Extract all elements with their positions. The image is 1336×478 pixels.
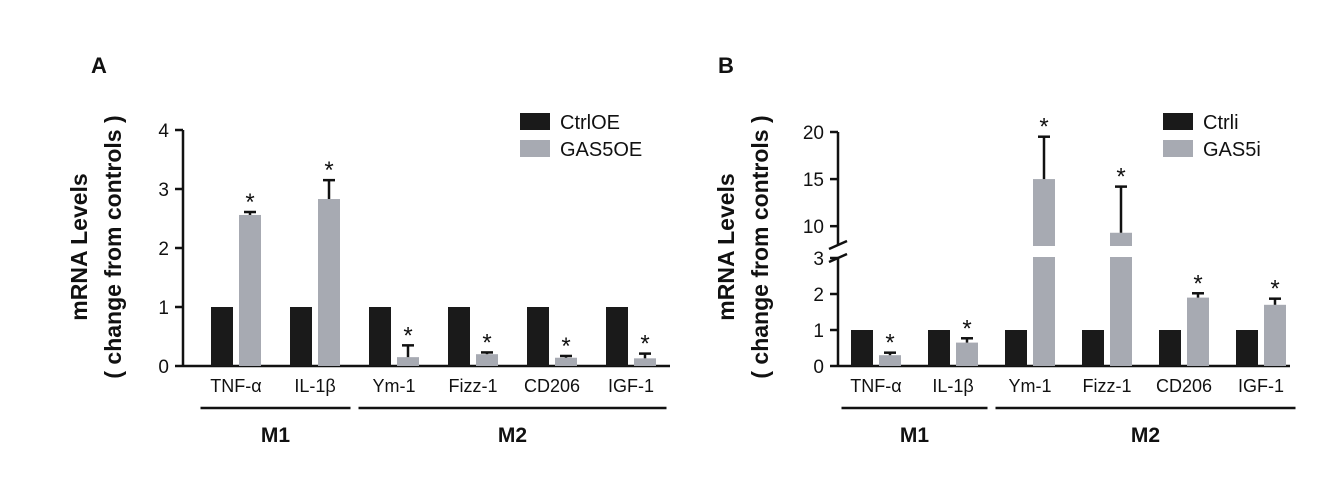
bar-CtrlOE: [527, 307, 549, 366]
bar-Ctrli: [1005, 330, 1027, 366]
significance-star: *: [962, 315, 971, 342]
legend-swatch: [520, 113, 550, 130]
category-label: TNF-α: [210, 376, 261, 396]
bar-GAS5i: [956, 342, 978, 366]
significance-star: *: [245, 189, 254, 216]
bar-GAS5i: [1187, 297, 1209, 366]
significance-star: *: [640, 331, 649, 358]
bar-break-gap: [1031, 246, 1057, 257]
y-tick-label: 1: [158, 298, 169, 319]
bar-GAS5i: [1264, 304, 1286, 366]
y-tick-label: 2: [813, 285, 824, 306]
bar-GAS5i: [1110, 232, 1132, 366]
significance-star: *: [1039, 114, 1048, 141]
bar-Ctrli: [1159, 330, 1181, 366]
bar-GAS5OE: [634, 358, 656, 366]
panel-b-letter: B: [718, 53, 734, 78]
panel-a-ylabel-line1: mRNA Levels: [66, 173, 92, 320]
panel-a-ylabel-line2: ( change from controls ): [100, 115, 126, 378]
bar-Ctrli: [928, 330, 950, 366]
y-tick-label: 3: [813, 249, 824, 270]
group-label: M1: [900, 424, 929, 447]
y-tick-label: 10: [803, 217, 824, 238]
significance-star: *: [885, 330, 894, 357]
bar-GAS5OE: [476, 354, 498, 366]
significance-star: *: [1193, 270, 1202, 297]
y-tick-label: 2: [158, 239, 169, 260]
category-label: Ym-1: [372, 376, 415, 396]
panel-a: A mRNA Levels ( change from controls ) 0…: [66, 53, 670, 447]
axis-break-mark: [828, 239, 848, 251]
category-label: IGF-1: [608, 376, 654, 396]
significance-star: *: [1116, 164, 1125, 191]
legend-swatch: [520, 140, 550, 157]
bar-CtrlOE: [369, 307, 391, 366]
panel-b-ylabel-line2: ( change from controls ): [747, 115, 773, 378]
bar-CtrlOE: [448, 307, 470, 366]
panel-b: B mRNA Levels ( change from controls ) 0…: [713, 53, 1296, 447]
y-tick-label: 0: [158, 357, 169, 378]
axis-break-mark: [828, 252, 848, 264]
bar-GAS5OE: [239, 214, 261, 366]
bar-Ctrli: [851, 330, 873, 366]
legend-label: Ctrli: [1203, 112, 1239, 134]
bar-CtrlOE: [211, 307, 233, 366]
category-label: CD206: [524, 376, 580, 396]
bar-GAS5OE: [397, 357, 419, 366]
legend-label: GAS5i: [1203, 139, 1261, 161]
significance-star: *: [561, 333, 570, 360]
y-tick-label: 4: [158, 121, 169, 142]
category-label: Fizz-1: [449, 376, 498, 396]
legend-label: CtrlOE: [560, 112, 620, 134]
category-label: Fizz-1: [1083, 376, 1132, 396]
category-label: IL-1β: [294, 376, 335, 396]
panel-a-plot: 0 1 2 3 4 * TNF-α * IL-1β * Ym-1 * Fizz-1 * CD206 * IGF-…: [158, 112, 670, 447]
y-tick-label: 3: [158, 180, 169, 201]
significance-star: *: [403, 322, 412, 349]
significance-star: *: [324, 157, 333, 184]
category-label: IGF-1: [1238, 376, 1284, 396]
bar-GAS5i: [879, 355, 901, 366]
panel-a-letter: A: [91, 53, 107, 78]
legend-label: GAS5OE: [560, 139, 642, 161]
bar-Ctrli: [1236, 330, 1258, 366]
group-label: M1: [261, 424, 290, 447]
significance-star: *: [482, 329, 491, 356]
bar-CtrlOE: [290, 307, 312, 366]
bar-Ctrli: [1082, 330, 1104, 366]
group-label: M2: [498, 424, 527, 447]
bar-GAS5i: [1033, 179, 1055, 366]
category-label: TNF-α: [850, 376, 901, 396]
bar-GAS5OE: [318, 199, 340, 366]
legend-swatch: [1163, 113, 1193, 130]
y-tick-label: 15: [803, 170, 824, 191]
y-tick-label: 0: [813, 357, 824, 378]
panel-b-plot: 0 1 2 3 10 15 20 * TNF-α * IL-1β * Ym-1 * Fizz-1 * CD206…: [803, 112, 1296, 447]
y-tick-label: 20: [803, 123, 824, 144]
bar-CtrlOE: [606, 307, 628, 366]
bar-GAS5OE: [555, 357, 577, 366]
category-label: Ym-1: [1008, 376, 1051, 396]
y-tick-label: 1: [813, 321, 824, 342]
category-label: IL-1β: [932, 376, 973, 396]
significance-star: *: [1270, 276, 1279, 303]
category-label: CD206: [1156, 376, 1212, 396]
bar-break-gap: [1108, 246, 1134, 257]
group-label: M2: [1131, 424, 1160, 447]
legend-swatch: [1163, 140, 1193, 157]
panel-b-ylabel-line1: mRNA Levels: [713, 173, 739, 320]
